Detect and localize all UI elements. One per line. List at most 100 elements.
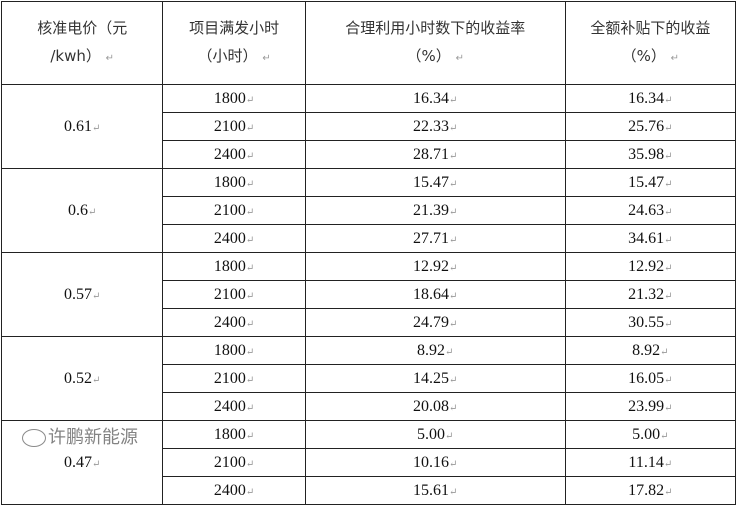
value-cell: 11.14↵ <box>564 448 737 477</box>
value-cell: 1800↵ <box>162 84 306 113</box>
value-cell: 35.98↵ <box>564 140 737 169</box>
paragraph-mark: ↵ <box>664 94 673 106</box>
value-cell: 20.08↵ <box>304 392 566 421</box>
value-cell: 17.82↵ <box>564 476 737 505</box>
value-cell: 2400↵ <box>162 392 306 421</box>
value-cell: 15.61↵ <box>304 476 566 505</box>
value-cell: 10.16↵ <box>304 448 566 477</box>
price-cell: 0.57↵ <box>0 252 164 337</box>
table-row: 0.57↵ 1800↵ 12.92↵ 12.92↵ <box>0 252 737 337</box>
value-cell: 8.92↵ <box>304 336 566 365</box>
paragraph-mark: ↵ <box>92 458 101 470</box>
value-cell: 15.47↵ <box>564 168 737 197</box>
paragraph-mark: ↵ <box>449 122 458 134</box>
value-cell: 16.34↵ <box>564 84 737 113</box>
paragraph-mark: ↵ <box>455 52 464 64</box>
paragraph-mark: ↵ <box>664 150 673 162</box>
value-cell: 2400↵ <box>162 476 306 505</box>
table-row: 0.61↵ 1800↵ 16.34↵ 16.34↵ <box>0 84 737 169</box>
paragraph-mark: ↵ <box>245 262 255 274</box>
column-header: 核准电价（元/kwh） ↵ <box>0 1 164 85</box>
value-cell: 30.55↵ <box>564 308 737 337</box>
table-row: 2100↵ 10.16↵ 11.14↵ <box>2 448 737 477</box>
value-cell: 2400↵ <box>162 308 306 337</box>
table-row: 0.52↵ 1800↵ 8.92↵ 8.92↵ <box>0 336 737 421</box>
value-cell: 23.99↵ <box>564 392 737 421</box>
paragraph-mark: ↵ <box>664 318 673 330</box>
value-cell: 2400↵ <box>162 224 306 253</box>
paragraph-mark: ↵ <box>660 346 669 358</box>
price-cell: 0.6↵ <box>0 168 164 253</box>
paragraph-mark: ↵ <box>670 52 680 64</box>
paragraph-mark: ↵ <box>664 178 673 190</box>
value-cell: 27.71↵ <box>304 224 566 253</box>
paragraph-mark: ↵ <box>660 430 669 442</box>
value-cell: 28.71↵ <box>304 140 566 169</box>
paragraph-mark: ↵ <box>245 374 255 386</box>
paragraph-mark: ↵ <box>245 486 255 498</box>
paragraph-mark: ↵ <box>245 430 255 442</box>
table-row: 2400↵ 15.61↵ 17.82↵ <box>2 476 737 505</box>
column-header: 全额补贴下的收益 （%） ↵ <box>564 1 737 85</box>
table-row: 2400↵ 24.79↵ 30.55↵ <box>2 308 737 337</box>
value-cell: 14.25↵ <box>304 364 566 393</box>
paragraph-mark: ↵ <box>664 206 673 218</box>
paragraph-mark: ↵ <box>92 290 101 302</box>
paragraph-mark: ↵ <box>664 402 673 414</box>
value-cell: 16.05↵ <box>564 364 737 393</box>
value-cell: 22.33↵ <box>304 112 566 141</box>
paragraph-mark: ↵ <box>449 486 458 498</box>
table-row: 0.47↵ 1800↵ 5.00↵ 5.00↵ <box>0 420 737 505</box>
paragraph-mark: ↵ <box>245 234 255 246</box>
value-cell: 25.76↵ <box>564 112 737 141</box>
paragraph-mark: ↵ <box>449 262 458 274</box>
price-cell: 0.52↵ <box>0 336 164 421</box>
paragraph-mark: ↵ <box>105 52 115 64</box>
paragraph-mark: ↵ <box>664 290 673 302</box>
price-cell: 0.61↵ <box>0 84 164 169</box>
value-cell: 34.61↵ <box>564 224 737 253</box>
value-cell: 5.00↵ <box>304 420 566 449</box>
paragraph-mark: ↵ <box>449 178 458 190</box>
paragraph-mark: ↵ <box>245 206 255 218</box>
paragraph-mark: ↵ <box>88 206 97 218</box>
table-row: 2100↵ 21.39↵ 24.63↵ <box>2 196 737 225</box>
paragraph-mark: ↵ <box>245 346 255 358</box>
wechat-icon <box>22 429 46 447</box>
value-cell: 2100↵ <box>162 112 306 141</box>
paragraph-mark: ↵ <box>245 402 255 414</box>
paragraph-mark: ↵ <box>664 486 673 498</box>
value-cell: 21.32↵ <box>564 280 737 309</box>
value-cell: 1800↵ <box>162 336 306 365</box>
table-row: 0.6↵ 1800↵ 15.47↵ 15.47↵ <box>0 168 737 253</box>
paragraph-mark: ↵ <box>92 374 101 386</box>
paragraph-mark: ↵ <box>664 262 673 274</box>
value-cell: 2100↵ <box>162 448 306 477</box>
paragraph-mark: ↵ <box>92 122 101 134</box>
paragraph-mark: ↵ <box>245 94 255 106</box>
value-cell: 12.92↵ <box>304 252 566 281</box>
paragraph-mark: ↵ <box>245 150 255 162</box>
paragraph-mark: ↵ <box>664 234 673 246</box>
table-row: 2100↵ 14.25↵ 16.05↵ <box>2 364 737 393</box>
value-cell: 2400↵ <box>162 140 306 169</box>
paragraph-mark: ↵ <box>245 458 255 470</box>
paragraph-mark: ↵ <box>449 206 458 218</box>
paragraph-mark: ↵ <box>449 290 458 302</box>
value-cell: 8.92↵ <box>564 336 737 365</box>
paragraph-mark: ↵ <box>449 458 458 470</box>
value-cell: 18.64↵ <box>304 280 566 309</box>
value-cell: 2100↵ <box>162 196 306 225</box>
value-cell: 1800↵ <box>162 420 306 449</box>
paragraph-mark: ↵ <box>664 122 673 134</box>
value-cell: 5.00↵ <box>564 420 737 449</box>
value-cell: 15.47↵ <box>304 168 566 197</box>
value-cell: 1800↵ <box>162 252 306 281</box>
value-cell: 24.63↵ <box>564 196 737 225</box>
paragraph-mark: ↵ <box>245 122 255 134</box>
paragraph-mark: ↵ <box>449 150 458 162</box>
paragraph-mark: ↵ <box>262 52 271 64</box>
paragraph-mark: ↵ <box>245 178 255 190</box>
table-row: 2100↵ 22.33↵ 25.76↵ <box>2 112 737 141</box>
